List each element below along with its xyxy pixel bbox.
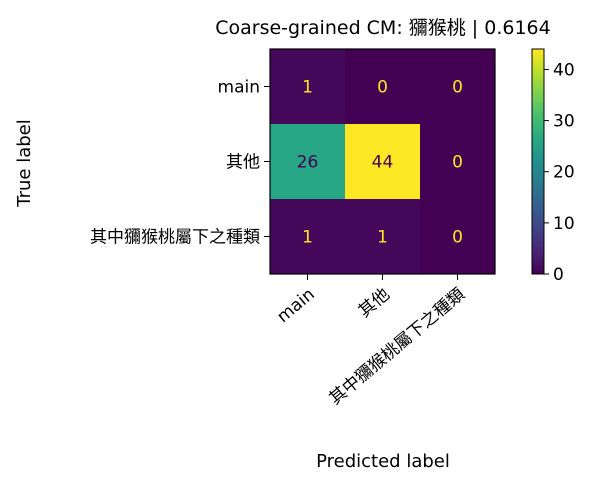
- x-tick-label: 其中獼猴桃屬下之種類: [326, 285, 469, 410]
- matrix-cell: [270, 49, 346, 125]
- cell-value-label: 0: [452, 153, 463, 173]
- cell-value-label: 1: [377, 228, 388, 248]
- cell-value-label: 26: [297, 153, 319, 173]
- cell-value-label: 0: [452, 228, 463, 248]
- colorbar-tick-label: 10: [553, 214, 575, 234]
- y-tick-label: 其他: [226, 153, 260, 173]
- matrix-cell: [270, 124, 346, 200]
- matrix-cells: 1 0 0 26 44 0 1 1 0: [269, 48, 496, 275]
- chart-title: Coarse-grained CM: 獼猴桃 | 0.6164: [215, 17, 550, 39]
- colorbar-tick-label: 40: [553, 60, 575, 80]
- colorbar-tick-label: 30: [553, 112, 575, 132]
- colorbar: 0 10 20 30 40: [531, 48, 575, 285]
- matrix-cell: [420, 49, 496, 125]
- cell-value-label: 1: [302, 78, 313, 98]
- cell-value-label: 44: [372, 153, 394, 173]
- y-tick-label: main: [218, 78, 260, 98]
- matrix-cell: [345, 124, 421, 200]
- cell-value-label: 0: [377, 78, 388, 98]
- x-axis-label: Predicted label: [316, 451, 450, 472]
- y-axis-label: True label: [14, 119, 35, 208]
- matrix-cell: [420, 199, 496, 275]
- cell-value-label: 0: [452, 78, 463, 98]
- cell-value-label: 1: [302, 228, 313, 248]
- matrix-cell: [420, 124, 496, 200]
- matrix-cell: [345, 199, 421, 275]
- colorbar-tick-label: 20: [553, 163, 575, 183]
- matrix-cell: [270, 199, 346, 275]
- colorbar-scale: [531, 48, 545, 275]
- x-tick-label: 其他: [355, 285, 394, 322]
- colorbar-tick-label: 0: [553, 265, 564, 285]
- y-tick-label: 其中獼猴桃屬下之種類: [90, 228, 260, 248]
- matrix-cell: [345, 49, 421, 125]
- x-tick-label: main: [273, 285, 318, 328]
